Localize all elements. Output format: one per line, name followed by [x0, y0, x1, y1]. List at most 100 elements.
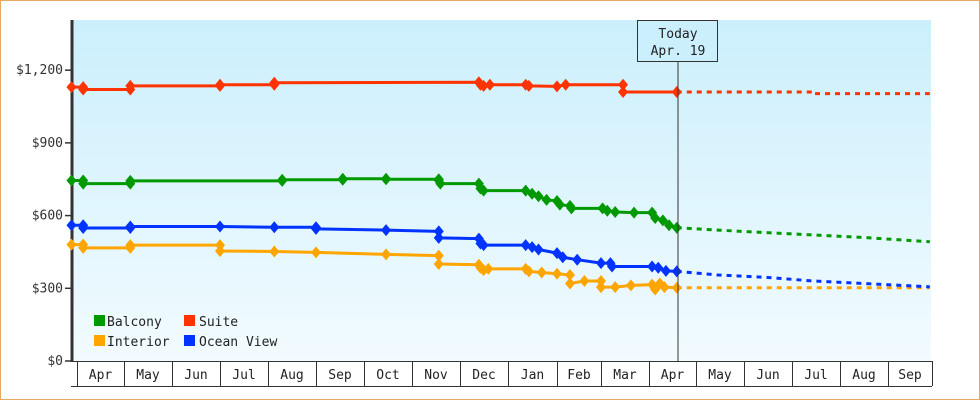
data-point	[523, 265, 534, 278]
series-interior	[66, 238, 930, 296]
legend-item-ocean-view: Ocean View	[184, 335, 277, 350]
data-point	[523, 79, 534, 92]
data-point	[381, 173, 392, 186]
series-balcony	[66, 172, 930, 244]
data-point	[607, 260, 618, 273]
data-point	[552, 267, 562, 280]
data-point	[625, 279, 636, 292]
data-point	[484, 78, 495, 91]
data-point	[66, 81, 77, 94]
data-point	[557, 251, 568, 264]
today-date: Apr. 19	[651, 44, 706, 59]
x-axis: Apr May Jun Jul Aug Sep Oct Nov Dec Jan Feb Mar Apr M…	[71, 361, 933, 387]
data-point	[125, 174, 136, 187]
data-point	[552, 80, 562, 93]
data-point	[311, 222, 321, 235]
data-point	[433, 258, 444, 271]
data-point	[671, 221, 682, 234]
data-point	[618, 85, 629, 98]
data-point	[610, 205, 621, 218]
y-tick-label: $300	[32, 281, 63, 296]
data-point	[671, 85, 682, 98]
data-point	[483, 262, 494, 275]
legend-swatch	[184, 315, 195, 326]
data-point	[671, 265, 682, 278]
y-tick-label: $600	[32, 209, 63, 224]
x-tick-label: Jan	[521, 368, 544, 383]
data-point	[311, 246, 321, 259]
x-tick-label: Aug	[852, 368, 875, 383]
data-point	[381, 248, 392, 261]
x-tick-label: Jul	[804, 368, 827, 383]
legend-label: Ocean View	[199, 335, 277, 350]
y-tick-label: $1,200	[16, 63, 63, 78]
data-point	[564, 277, 575, 290]
x-tick-label: Jul	[232, 368, 255, 383]
x-tick-label: Aug	[280, 368, 303, 383]
legend-item-balcony: Balcony	[94, 315, 162, 330]
x-tick-label: May	[136, 368, 160, 383]
x-tick-label: Jun	[184, 368, 207, 383]
data-point	[610, 281, 621, 294]
data-point	[536, 266, 547, 279]
x-tick-label: Dec	[472, 368, 495, 383]
data-point	[381, 224, 392, 237]
data-point	[215, 220, 225, 233]
x-tick-label: Mar	[613, 368, 637, 383]
data-point	[478, 184, 489, 197]
legend-label: Suite	[199, 315, 238, 330]
today-label: Today	[658, 27, 697, 42]
legend-item-interior: Interior	[94, 335, 170, 350]
data-point	[478, 79, 489, 92]
data-point	[433, 249, 444, 262]
data-point	[596, 257, 606, 270]
x-tick-label: Jun	[756, 368, 779, 383]
x-tick-label: Apr	[89, 368, 113, 383]
data-point	[554, 198, 565, 211]
data-point	[596, 275, 606, 288]
y-tick-label: $900	[32, 136, 63, 151]
y-axis: $0 $300 $600 $900 $1,200	[16, 20, 74, 369]
data-point	[269, 221, 280, 234]
data-point	[125, 220, 136, 233]
data-point	[277, 173, 288, 186]
data-point	[435, 177, 446, 190]
data-point	[629, 206, 640, 219]
series-ocean-view	[66, 219, 930, 289]
data-point	[664, 219, 675, 232]
data-point	[602, 204, 613, 217]
data-point	[579, 275, 590, 288]
x-tick-label: Sep	[328, 368, 352, 383]
data-point	[647, 260, 658, 273]
data-point	[215, 244, 225, 257]
data-point	[533, 190, 544, 203]
data-point	[560, 78, 571, 91]
legend: Balcony Suite Interior Ocean View	[94, 315, 277, 350]
data-point	[269, 245, 280, 258]
x-tick-label: May	[708, 368, 732, 383]
data-point	[671, 281, 682, 294]
data-point	[433, 225, 444, 238]
legend-swatch	[94, 315, 105, 326]
legend-swatch	[94, 335, 105, 346]
y-tick-label: $0	[47, 354, 63, 369]
data-point	[596, 281, 606, 294]
x-tick-label: Apr	[661, 368, 685, 383]
data-point	[564, 268, 575, 281]
data-point	[650, 212, 661, 225]
data-point	[66, 219, 77, 232]
data-point	[566, 202, 577, 215]
today-label-box	[637, 20, 718, 62]
data-point	[433, 231, 444, 244]
data-point	[659, 281, 670, 294]
data-point	[660, 264, 671, 277]
legend-item-suite: Suite	[184, 315, 238, 330]
data-point	[478, 239, 489, 252]
data-point	[618, 78, 629, 91]
forecast-line	[676, 269, 930, 289]
data-point	[78, 221, 89, 234]
x-tick-label: Sep	[898, 368, 922, 383]
data-point	[541, 193, 552, 206]
